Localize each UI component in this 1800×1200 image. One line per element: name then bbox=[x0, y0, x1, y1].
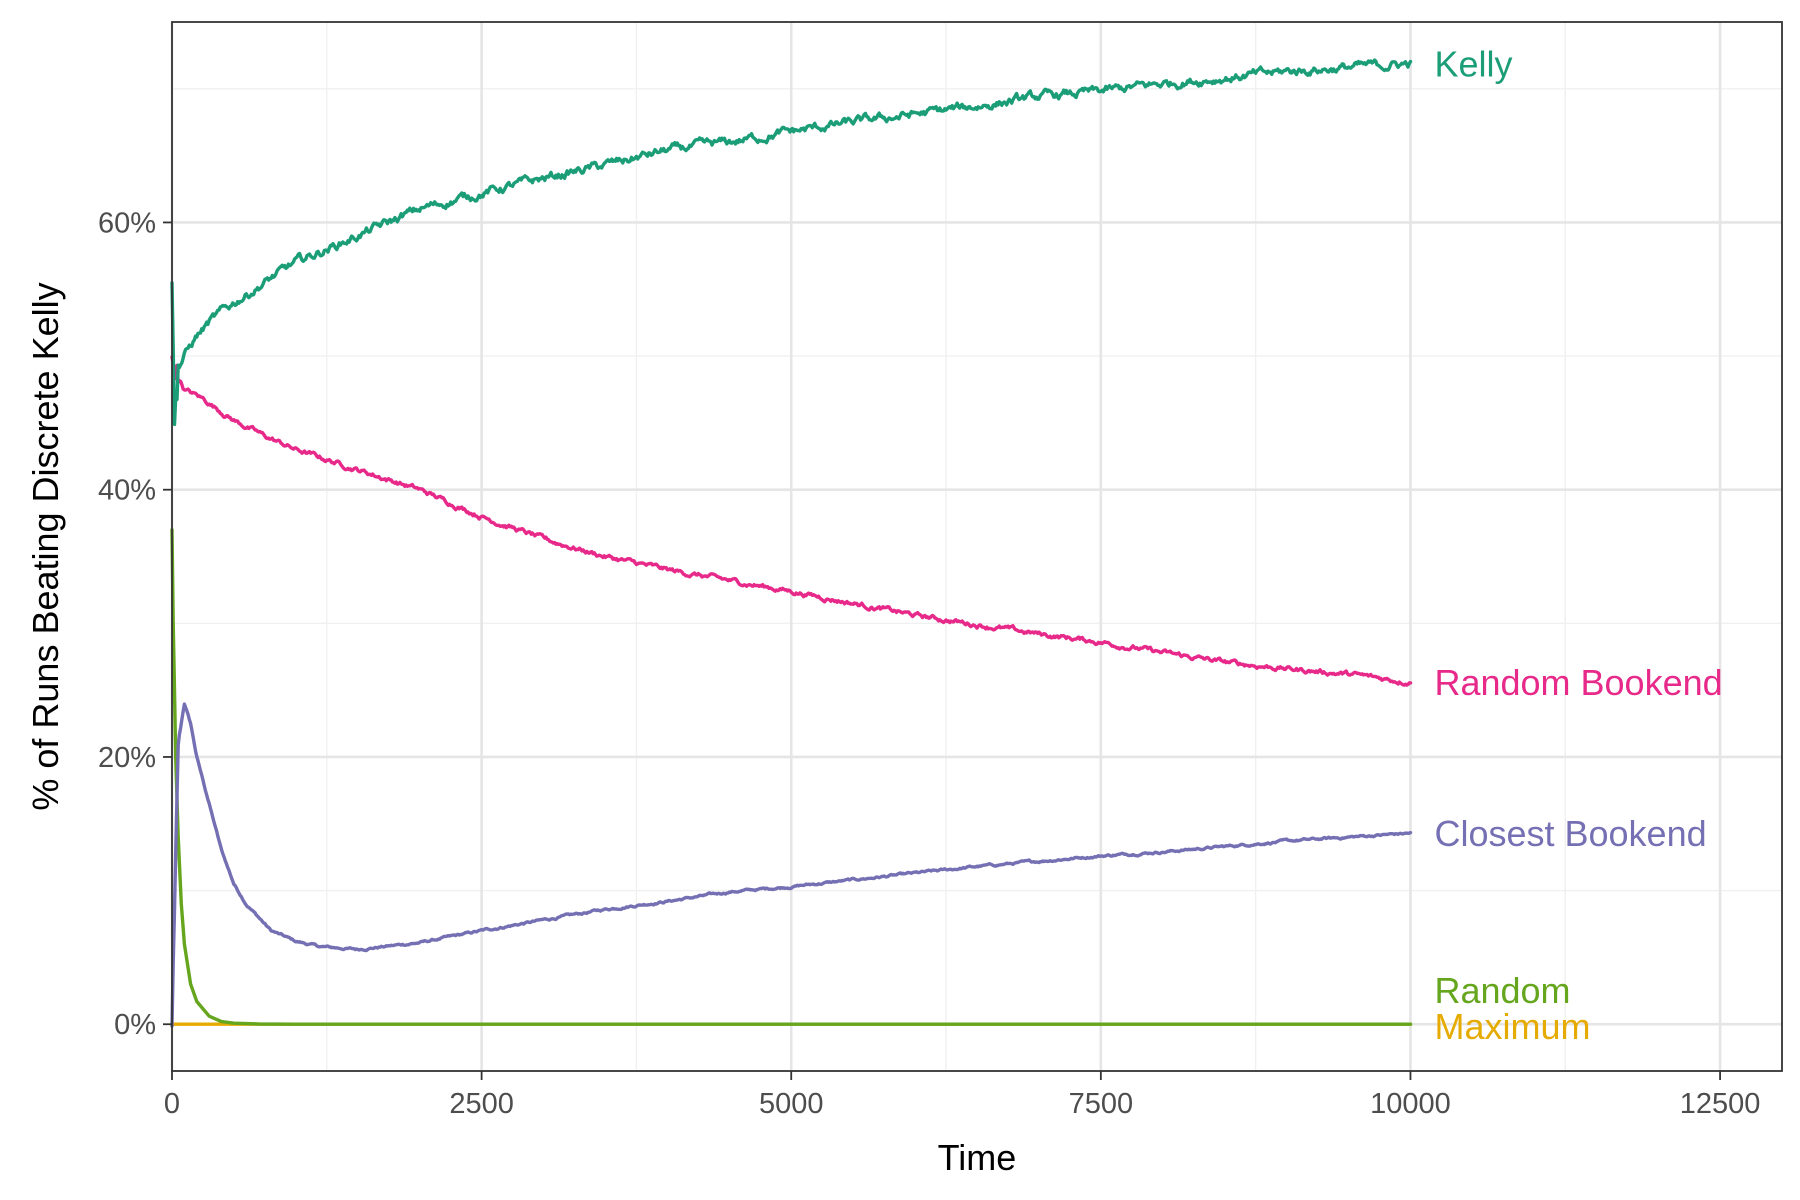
series-line-closest-bookend bbox=[170, 702, 1413, 1028]
minor-gridlines bbox=[172, 22, 1782, 1071]
x-tick-label: 5000 bbox=[759, 1088, 824, 1120]
x-tick-label: 2500 bbox=[449, 1088, 514, 1120]
series-line-kelly bbox=[170, 58, 1413, 427]
series-label-random: Random bbox=[1434, 970, 1570, 1011]
panel-border bbox=[171, 21, 1783, 1072]
series-label-random-bookend: Random Bookend bbox=[1434, 662, 1722, 703]
series-lines bbox=[170, 58, 1413, 1028]
x-tick-label: 12500 bbox=[1680, 1088, 1761, 1120]
y-tick-label: 60% bbox=[98, 207, 156, 239]
y-tick-label: 20% bbox=[98, 742, 156, 774]
series-labels: Kelly Random Bookend Closest Bookend Random… bbox=[1434, 43, 1722, 1047]
x-tick-label: 10000 bbox=[1370, 1088, 1451, 1120]
series-label-kelly: Kelly bbox=[1434, 43, 1512, 84]
series-label-maximum: Maximum bbox=[1434, 1006, 1590, 1047]
x-tick-label: 0 bbox=[164, 1088, 180, 1120]
x-axis: 0 2500 5000 7500 10000 12500 bbox=[164, 1071, 1760, 1120]
series-label-closest-bookend: Closest Bookend bbox=[1434, 813, 1706, 854]
x-axis-title: Time bbox=[938, 1137, 1017, 1178]
y-tick-label: 40% bbox=[98, 475, 156, 507]
series-line-random-bookend bbox=[170, 355, 1413, 687]
y-tick-label: 0% bbox=[114, 1009, 156, 1041]
y-axis-title: % of Runs Beating Discrete Kelly bbox=[25, 282, 66, 810]
x-tick-label: 7500 bbox=[1069, 1088, 1134, 1120]
series-line-random bbox=[170, 528, 1413, 1026]
y-axis: 0% 20% 40% 60% bbox=[98, 207, 172, 1041]
